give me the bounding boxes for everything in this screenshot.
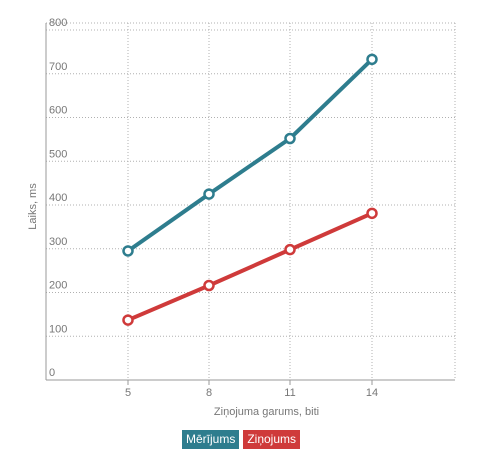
- y-tick-label: 100: [49, 323, 67, 335]
- y-tick-label: 600: [49, 105, 67, 117]
- x-tick-label: 11: [284, 387, 295, 399]
- y-tick-label: 200: [49, 280, 67, 292]
- data-point: [284, 132, 296, 145]
- series-layer: [122, 53, 378, 326]
- x-tick-label: 14: [366, 387, 378, 399]
- series-line: [127, 211, 373, 322]
- x-tick-labels: 5 8 11 14: [125, 387, 378, 399]
- data-point: [203, 279, 215, 292]
- y-tick-label: 0: [49, 367, 55, 379]
- legend: Mērījums Ziņojums: [0, 430, 482, 449]
- data-point: [122, 245, 134, 257]
- line-chart: 0 100 200 300 400 500 600 700 800 5 8 11 14 Laiks, …: [27, 17, 456, 418]
- series-line: [126, 57, 374, 253]
- legend-item[interactable]: Mērījums: [181, 430, 240, 449]
- x-axis-title: Ziņojuma garums, biti: [214, 406, 319, 418]
- y-tick-label: 700: [49, 61, 67, 73]
- data-point: [366, 207, 378, 220]
- grid: [46, 22, 456, 381]
- x-tick-label: 5: [125, 387, 131, 399]
- y-axis-title: Laiks, ms: [27, 183, 39, 230]
- legend-item[interactable]: Ziņojums: [243, 430, 301, 449]
- y-tick-label: 500: [49, 148, 67, 160]
- data-point: [284, 243, 296, 256]
- y-tick-label: 300: [49, 236, 67, 248]
- data-point: [366, 53, 378, 66]
- y-tick-labels: 0 100 200 300 400 500 600 700 800: [49, 17, 67, 379]
- y-tick-label: 400: [49, 192, 67, 204]
- y-tick-label: 800: [49, 17, 67, 29]
- x-tick-label: 8: [206, 387, 212, 399]
- axes: [45, 23, 455, 385]
- data-point: [203, 188, 215, 200]
- data-point: [122, 314, 134, 326]
